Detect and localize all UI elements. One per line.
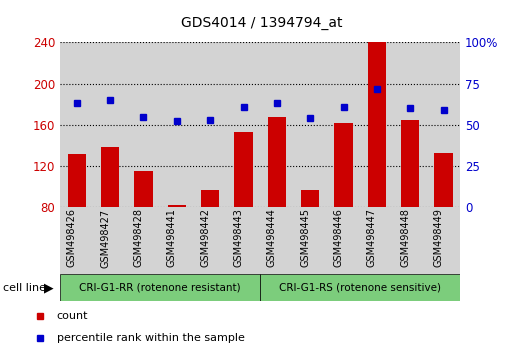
Bar	[194, 42, 227, 207]
Text: GSM498449: GSM498449	[434, 209, 444, 267]
Bar	[160, 42, 194, 207]
Bar	[60, 274, 260, 301]
Text: CRI-G1-RR (rotenone resistant): CRI-G1-RR (rotenone resistant)	[79, 282, 241, 293]
Text: GSM498445: GSM498445	[300, 209, 310, 267]
Bar	[194, 207, 227, 274]
Text: GSM498446: GSM498446	[334, 209, 344, 267]
Text: count: count	[57, 311, 88, 321]
Text: cell line: cell line	[3, 282, 46, 293]
Bar	[301, 190, 320, 207]
Bar	[268, 116, 286, 207]
Text: GSM498447: GSM498447	[367, 209, 377, 267]
Text: GSM498428: GSM498428	[133, 209, 143, 267]
Bar	[201, 190, 219, 207]
Bar	[60, 42, 94, 207]
Bar	[334, 123, 353, 207]
Bar	[260, 207, 293, 274]
Bar	[401, 120, 419, 207]
Bar	[260, 274, 460, 301]
Bar	[435, 153, 453, 207]
Bar	[427, 42, 460, 207]
Bar	[168, 205, 186, 207]
Text: GSM498443: GSM498443	[234, 209, 244, 267]
Bar	[227, 207, 260, 274]
Bar	[94, 42, 127, 207]
Bar	[227, 42, 260, 207]
Text: ▶: ▶	[44, 281, 53, 294]
Bar	[327, 42, 360, 207]
Text: GSM498448: GSM498448	[400, 209, 410, 267]
Text: GDS4014 / 1394794_at: GDS4014 / 1394794_at	[181, 16, 342, 30]
Bar	[293, 42, 327, 207]
Text: CRI-G1-RS (rotenone sensitive): CRI-G1-RS (rotenone sensitive)	[279, 282, 441, 293]
Bar	[94, 207, 127, 274]
Text: GSM498427: GSM498427	[100, 209, 110, 268]
Bar	[127, 207, 160, 274]
Bar	[260, 42, 293, 207]
Text: GSM498441: GSM498441	[167, 209, 177, 267]
Bar	[394, 207, 427, 274]
Bar	[368, 42, 386, 207]
Bar	[101, 147, 119, 207]
Bar	[127, 42, 160, 207]
Bar	[60, 207, 94, 274]
Text: GSM498426: GSM498426	[67, 209, 77, 267]
Bar	[160, 207, 194, 274]
Bar	[134, 171, 153, 207]
Bar	[327, 207, 360, 274]
Bar	[360, 207, 393, 274]
Text: GSM498442: GSM498442	[200, 209, 210, 267]
Text: percentile rank within the sample: percentile rank within the sample	[57, 332, 245, 343]
Bar	[293, 207, 327, 274]
Bar	[234, 132, 253, 207]
Text: GSM498444: GSM498444	[267, 209, 277, 267]
Bar	[67, 154, 86, 207]
Bar	[427, 207, 460, 274]
Bar	[360, 42, 393, 207]
Bar	[394, 42, 427, 207]
